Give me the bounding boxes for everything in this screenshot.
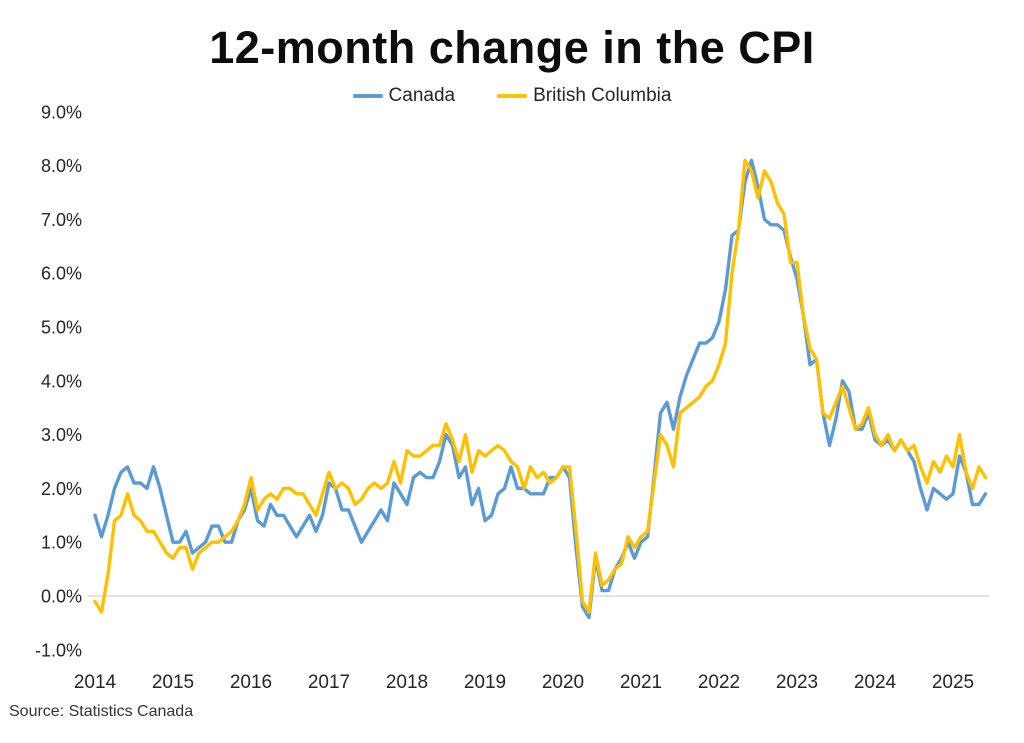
legend-label-canada: Canada (388, 85, 456, 106)
canada-line-series (93, 158, 988, 620)
x-tick-label: 2025 (932, 672, 974, 693)
y-tick-label: 9.0% (41, 102, 82, 122)
y-tick-label: 2.0% (41, 479, 82, 499)
british-columbia-line-series (93, 158, 988, 614)
x-tick-label: 2015 (152, 672, 194, 693)
y-tick-label: 7.0% (41, 210, 82, 230)
y-tick-label: 0.0% (41, 587, 82, 607)
legend-item-canada: Canada (352, 85, 456, 107)
legend-swatch-british-columbia-icon (497, 94, 528, 98)
y-tick-label: 6.0% (41, 264, 82, 284)
y-tick-label: 4.0% (41, 371, 82, 391)
y-tick-label: 8.0% (41, 156, 82, 176)
x-tick-label: 2022 (698, 672, 740, 693)
y-tick-label: 3.0% (41, 425, 82, 445)
x-tick-label: 2014 (74, 672, 117, 693)
legend-label-british-columbia: British Columbia (533, 85, 672, 106)
legend-swatch-canada-icon (352, 94, 383, 98)
x-tick-label: 2024 (854, 672, 897, 693)
chart-legend: Canada British Columbia (0, 85, 1024, 107)
x-tick-label: 2019 (464, 672, 506, 693)
x-tick-label: 2017 (308, 672, 350, 693)
legend-item-british-columbia: British Columbia (497, 85, 671, 107)
x-tick-label: 2016 (230, 672, 272, 693)
y-tick-label: 5.0% (41, 318, 82, 338)
source-note: Source: Statistics Canada (9, 703, 194, 720)
chart-title: 12-month change in the CPI (209, 22, 815, 73)
x-tick-label: 2021 (620, 672, 662, 693)
y-tick-label: -1.0% (35, 640, 82, 660)
x-tick-label: 2018 (386, 672, 428, 693)
x-tick-label: 2023 (776, 672, 818, 693)
x-tick-label: 2020 (542, 672, 584, 693)
y-tick-label: 1.0% (41, 533, 82, 553)
